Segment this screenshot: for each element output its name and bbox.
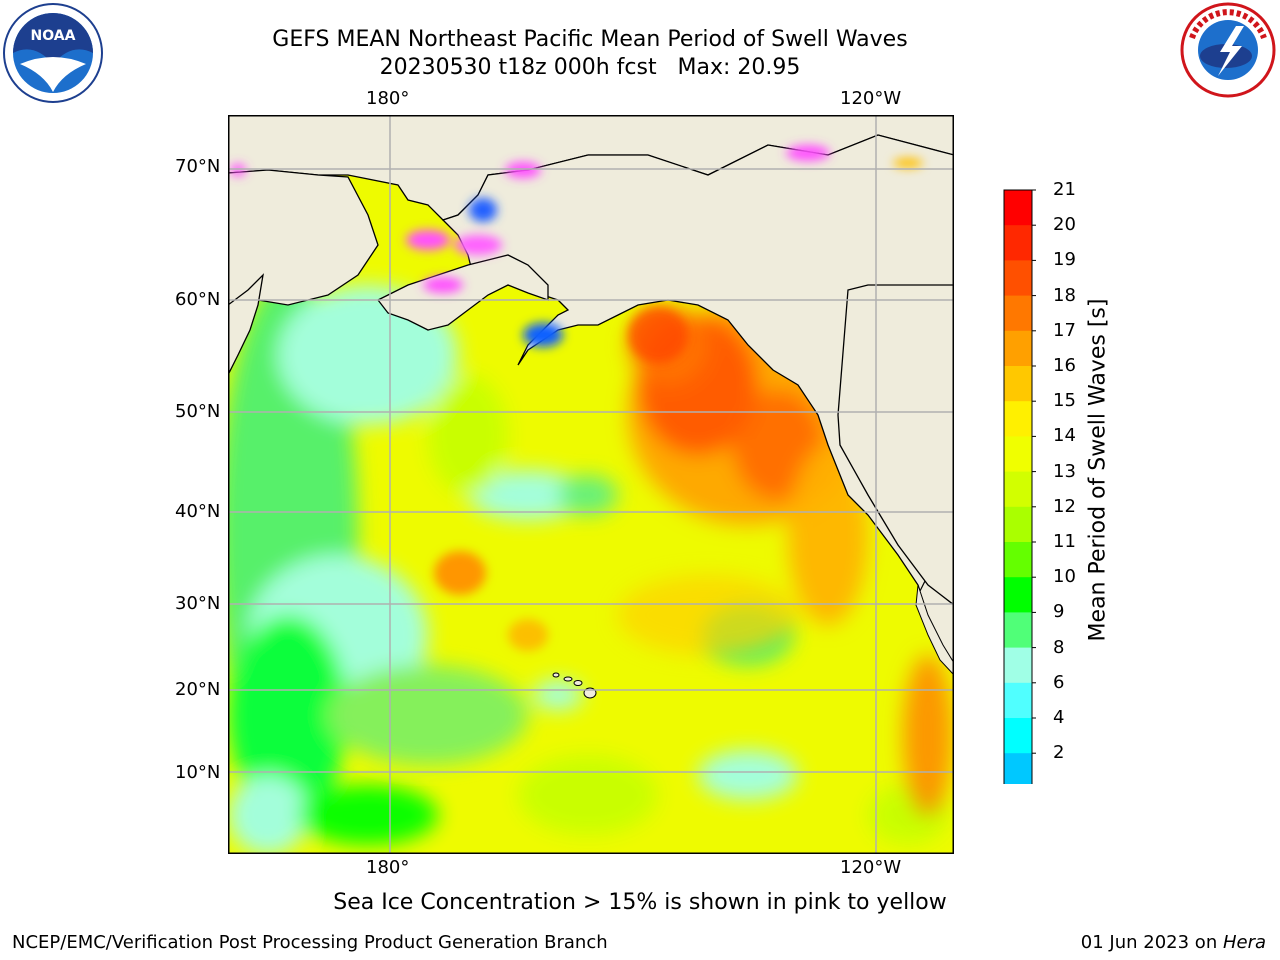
credit-system: Hera xyxy=(1222,932,1266,953)
colorbar-bin xyxy=(1004,753,1032,784)
colorbar-tick-label: 10 xyxy=(1053,566,1076,588)
colorbar-tick-label: 17 xyxy=(1053,319,1076,341)
colorbar-bin xyxy=(1004,647,1032,684)
colorbar-bin xyxy=(1004,260,1032,297)
colorbar-bin xyxy=(1004,330,1032,367)
colorbar-bin xyxy=(1004,577,1032,613)
colorbar-tick-label: 13 xyxy=(1053,460,1076,482)
colorbar-bin xyxy=(1004,190,1032,226)
colorbar-bin xyxy=(1004,718,1032,754)
colorbar-tick-label: 2 xyxy=(1053,742,1065,764)
credit-date: 01 Jun 2023 on Hera xyxy=(1081,932,1266,953)
lon-label-top-180: 180° xyxy=(366,88,410,109)
map-panel xyxy=(228,115,954,858)
colorbar-label: Mean Period of Swell Waves [s] xyxy=(1085,298,1111,642)
colorbar-bin xyxy=(1004,295,1032,332)
colorbar-bin xyxy=(1004,506,1032,543)
lon-label-top-120w: 120°W xyxy=(840,88,902,109)
colorbar-bin xyxy=(1004,225,1032,261)
graticule xyxy=(228,115,954,854)
colorbar-tick-label: 14 xyxy=(1053,425,1076,447)
colorbar-tick-label: 11 xyxy=(1053,531,1076,552)
colorbar-tick-label: 6 xyxy=(1053,671,1065,693)
swell-period-map xyxy=(228,115,954,854)
colorbar-bin xyxy=(1004,682,1032,719)
lat-label-60n: 60°N xyxy=(175,289,221,310)
colorbar-tick-label: 15 xyxy=(1053,390,1076,412)
lat-label-20n: 20°N xyxy=(175,679,221,700)
credit-date-text: 01 Jun 2023 on xyxy=(1080,932,1223,953)
chart-title: GEFS MEAN Northeast Pacific Mean Period … xyxy=(272,27,908,52)
sea-ice-note: Sea Ice Concentration > 15% is shown in … xyxy=(333,890,947,915)
credit-branch: NCEP/EMC/Verification Post Processing Pr… xyxy=(12,932,608,953)
colorbar-tick-label: 16 xyxy=(1053,355,1076,376)
colorbar xyxy=(1003,189,1036,784)
lat-label-70n: 70°N xyxy=(175,156,221,177)
lat-label-40n: 40°N xyxy=(175,501,221,522)
colorbar-tick-label: 20 xyxy=(1053,214,1076,236)
colorbar-bin xyxy=(1004,612,1032,649)
colorbar-tick-label: 19 xyxy=(1053,249,1076,271)
lat-label-30n: 30°N xyxy=(175,593,221,614)
noaa-logo: NOAA xyxy=(3,3,103,103)
colorbar-tick-label: 4 xyxy=(1053,707,1065,728)
lon-label-bottom-180: 180° xyxy=(366,857,410,878)
colorbar-bin xyxy=(1004,401,1032,437)
lat-label-50n: 50°N xyxy=(175,401,221,422)
colorbar-bin xyxy=(1004,436,1032,473)
colorbar-tick-label: 9 xyxy=(1053,601,1065,623)
svg-text:NOAA: NOAA xyxy=(31,28,76,44)
lon-label-bottom-120w: 120°W xyxy=(840,857,902,878)
colorbar-bin xyxy=(1004,471,1032,508)
colorbar-tick-label: 8 xyxy=(1053,636,1065,658)
colorbar-tick-label: 18 xyxy=(1053,284,1076,306)
chart-subtitle: 20230530 t18z 000h fcst Max: 20.95 xyxy=(379,55,801,80)
colorbar-tick-label: 12 xyxy=(1053,495,1076,517)
nws-logo xyxy=(1180,2,1276,98)
map-frame xyxy=(228,115,954,854)
colorbar-tick-label: 21 xyxy=(1053,179,1076,200)
colorbar-bin xyxy=(1004,542,1032,578)
lat-label-10n: 10°N xyxy=(175,762,221,783)
colorbar-bin xyxy=(1004,366,1032,402)
